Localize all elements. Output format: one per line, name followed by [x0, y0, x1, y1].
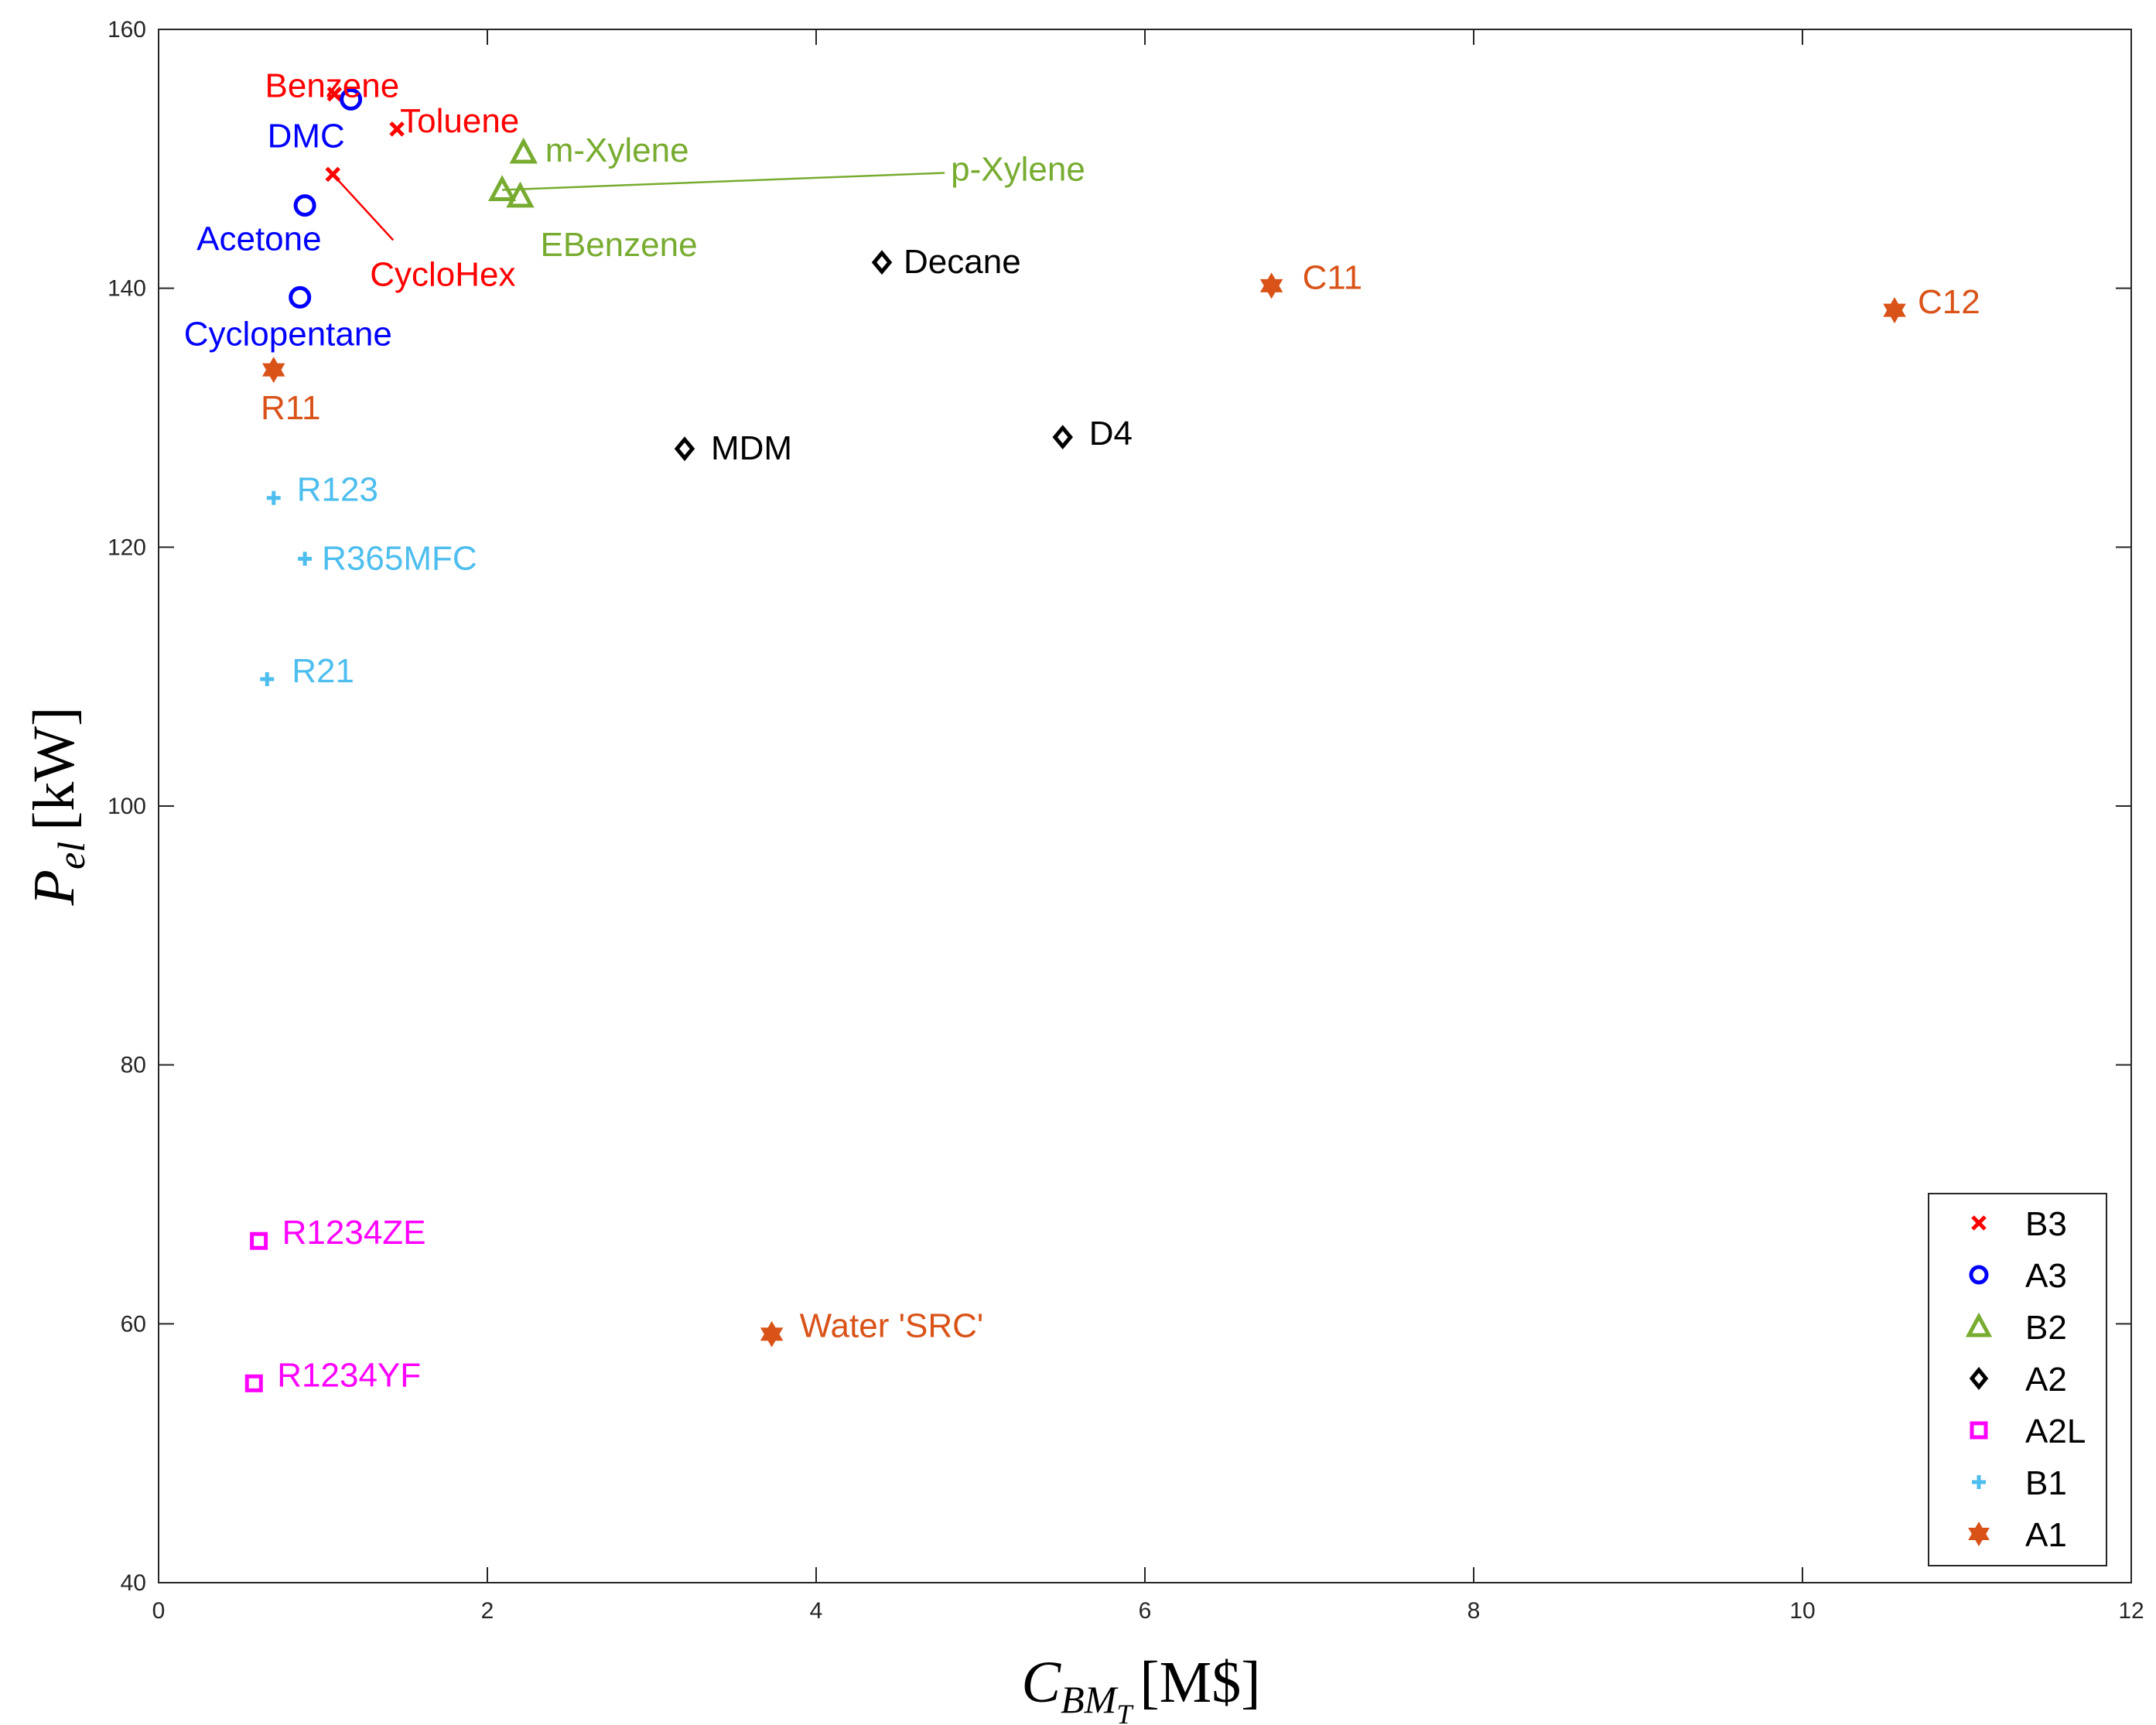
label-cyclopentane: Cyclopentane: [184, 315, 392, 353]
label-r11: R11: [261, 389, 320, 427]
legend-label-a2l: A2L: [2025, 1412, 2086, 1450]
label-cyclohex: CycloHex: [370, 255, 515, 293]
legend: B3 A3 B2 A2 A2L B1 A1: [1928, 1193, 2107, 1566]
label-benzene: Benzene: [265, 67, 400, 105]
label-water-src: Water 'SRC': [800, 1307, 984, 1345]
legend-marker-b2: [1965, 1312, 1993, 1337]
y-axis-title: Pel[kW]: [22, 707, 93, 907]
axis-ticks: 0 2 4 6 8 10 12 40 60 80 100 120 140 160: [108, 17, 2144, 1624]
label-c12: C12: [1918, 283, 1980, 321]
point-c12: [1883, 297, 1906, 324]
x-tick-label: 8: [1468, 1598, 1481, 1624]
label-dmc: DMC: [268, 117, 345, 155]
legend-label-a1: A1: [2025, 1516, 2067, 1554]
x-tick-label: 12: [2118, 1598, 2144, 1624]
legend-marker-b3: [1971, 1215, 1987, 1231]
legend-marker-b1: [1972, 1475, 1986, 1489]
point-benzene: [326, 86, 343, 102]
legend-label-b3: B3: [2025, 1205, 2067, 1243]
leader-cyclohex: [332, 173, 395, 241]
point-r365mfc: [298, 552, 313, 566]
point-r11: [262, 357, 285, 384]
y-tick-label: 80: [121, 1053, 146, 1078]
leader-p-xylene: [502, 172, 945, 191]
legend-label-b2: B2: [2025, 1309, 2067, 1347]
x-tick-label: 10: [1789, 1598, 1815, 1624]
point-r21: [260, 672, 275, 687]
y-tick-label: 120: [108, 535, 146, 560]
point-c11: [1259, 272, 1283, 299]
legend-marker-a3: [1969, 1265, 1989, 1285]
label-r21: R21: [292, 652, 354, 690]
point-acetone: [293, 194, 316, 217]
point-r1234yf: [244, 1374, 263, 1392]
label-r1234yf: R1234YF: [277, 1356, 421, 1394]
point-decane: [871, 250, 893, 275]
point-d4: [1052, 425, 1074, 450]
legend-marker-a1: [1968, 1521, 1990, 1547]
legend-label-a2: A2: [2025, 1361, 2067, 1399]
y-tick-label: 60: [121, 1311, 146, 1337]
point-mdm: [674, 436, 695, 462]
x-tick-label: 6: [1139, 1598, 1152, 1624]
point-cyclohex: [325, 166, 341, 183]
y-tick-label: 100: [108, 794, 146, 819]
label-r123: R123: [297, 471, 378, 509]
label-r1234ze: R1234ZE: [282, 1214, 426, 1252]
point-cyclopentane: [289, 285, 312, 309]
label-toluene: Toluene: [400, 102, 519, 140]
x-tick-label: 0: [152, 1598, 166, 1624]
point-r123: [266, 490, 281, 505]
legend-label-b1: B1: [2025, 1464, 2067, 1502]
label-mdm: MDM: [711, 429, 792, 467]
x-axis-title: CBMT [M$]: [1021, 1650, 1260, 1725]
label-m-xylene: m-Xylene: [545, 132, 689, 169]
label-c11: C11: [1303, 258, 1362, 296]
point-r1234ze: [250, 1231, 268, 1250]
label-decane: Decane: [904, 243, 1021, 281]
x-tick-label: 4: [810, 1598, 823, 1624]
legend-box: [1928, 1193, 2107, 1566]
label-p-xylene: p-Xylene: [951, 150, 1085, 188]
label-connectors: [332, 172, 945, 241]
y-tick-label: 40: [121, 1570, 146, 1596]
y-tick-label: 140: [108, 276, 146, 302]
plot-area: [158, 29, 2132, 1583]
x-tick-label: 2: [481, 1598, 494, 1624]
point-ebenzene: [506, 181, 535, 208]
point-water-src: [760, 1320, 784, 1348]
legend-marker-a2l: [1970, 1421, 1988, 1440]
label-d4: D4: [1089, 415, 1133, 453]
point-dmc: [340, 87, 363, 111]
point-p-xylene: [487, 175, 517, 201]
legend-label-a3: A3: [2025, 1257, 2067, 1295]
label-ebenzene: EBenzene: [541, 226, 698, 264]
point-toluene: [389, 121, 405, 137]
legend-marker-a2: [1969, 1367, 1989, 1390]
point-m-xylene: [509, 137, 538, 164]
y-tick-label: 160: [108, 17, 146, 43]
label-acetone: Acetone: [196, 220, 321, 258]
label-r365mfc: R365MFC: [322, 539, 477, 577]
data-points: [244, 86, 1906, 1392]
